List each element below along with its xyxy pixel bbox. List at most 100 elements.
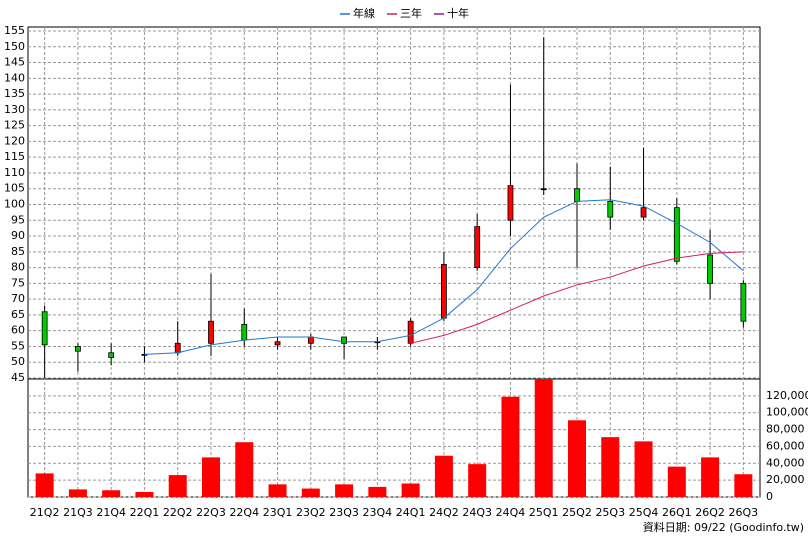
y-tick-label: 65	[11, 308, 25, 321]
x-tick-label: 25Q1	[529, 506, 559, 519]
volume-bar	[634, 441, 653, 497]
y-tick-label: 150	[4, 40, 25, 53]
volume-bar	[434, 455, 453, 497]
y-tick-label: 135	[4, 87, 25, 100]
candle-body	[540, 188, 547, 191]
candle-body	[441, 264, 447, 319]
candle-body	[474, 226, 481, 268]
y-tick-label: 130	[4, 103, 25, 116]
footer-note: 資料日期: 09/22 (Goodinfo.tw)	[643, 520, 804, 534]
y-tick-label: 85	[11, 245, 25, 258]
volume-bar	[701, 457, 720, 497]
x-tick-label: 23Q4	[363, 506, 393, 519]
candle-body	[274, 341, 281, 346]
volume-bar	[102, 490, 121, 497]
x-tick-label: 22Q3	[196, 506, 226, 519]
volume-bar	[368, 486, 387, 497]
volume-bar	[568, 420, 586, 497]
volume-bar	[335, 484, 354, 497]
y-tick-label: 60	[11, 324, 25, 337]
volume-bar	[268, 484, 287, 497]
x-tick-label: 25Q4	[629, 506, 659, 519]
volume-bar	[667, 466, 686, 497]
y-tick-label: 40,000	[766, 456, 805, 469]
x-tick-label: 24Q1	[396, 506, 426, 519]
x-tick-label: 26Q3	[729, 506, 759, 519]
y-tick-label: 110	[4, 166, 25, 179]
volume-bar	[534, 379, 553, 497]
y-tick-label: 70	[11, 292, 25, 305]
y-tick-label: 75	[11, 276, 25, 289]
x-tick-label: 25Q2	[562, 506, 592, 519]
candle-body	[307, 336, 314, 344]
y-tick-label: 90	[11, 229, 25, 242]
x-tick-label: 23Q2	[296, 506, 326, 519]
line-series	[144, 199, 744, 355]
candle-body	[673, 207, 680, 262]
x-tick-label: 26Q1	[662, 506, 692, 519]
y-tick-label: 140	[4, 71, 25, 84]
x-tick-label: 24Q4	[496, 506, 526, 519]
y-tick-label: 50	[11, 355, 25, 368]
y-tick-label: 80,000	[766, 423, 805, 436]
candle-body	[640, 207, 647, 218]
candle-body	[507, 185, 514, 221]
candle-body	[208, 320, 214, 344]
y-tick-label: 105	[4, 182, 25, 195]
y-tick-label: 0	[766, 490, 773, 503]
volume-bar	[468, 464, 487, 497]
x-tick-label: 24Q3	[462, 506, 492, 519]
legend-label: 三年	[400, 6, 422, 20]
y-tick-label: 155	[4, 24, 25, 37]
volume-bar	[734, 474, 753, 497]
y-tick-label: 145	[4, 56, 25, 69]
x-tick-label: 21Q3	[63, 506, 93, 519]
candle-body	[341, 336, 347, 344]
y-tick-label: 120	[4, 134, 25, 147]
x-tick-label: 25Q3	[595, 506, 625, 519]
plot-frame	[27, 26, 761, 498]
volume-bar	[501, 396, 520, 497]
legend-label: 十年	[447, 6, 469, 20]
y-tick-label: 100	[4, 198, 25, 211]
volume-bar	[202, 457, 220, 497]
volume-bar	[68, 489, 87, 497]
y-tick-label: 115	[4, 150, 25, 163]
volume-bar	[301, 488, 320, 497]
y-tick-label: 20,000	[766, 473, 805, 486]
volume-bar	[235, 442, 254, 497]
candle-body	[607, 200, 614, 218]
x-tick-label: 26Q2	[695, 506, 725, 519]
volume-bar	[135, 491, 154, 497]
y-tick-label: 55	[11, 339, 25, 352]
candle-body	[241, 323, 248, 341]
candle-body	[407, 320, 414, 344]
candle-body	[108, 352, 115, 358]
candle-body	[174, 342, 181, 354]
candle-body	[75, 346, 81, 352]
y-tick-label: 100,000	[766, 406, 808, 419]
candle-body	[574, 188, 580, 202]
volume-bar	[601, 437, 620, 497]
legend-label: 年線	[353, 6, 375, 20]
x-tick-label: 23Q1	[263, 506, 293, 519]
y-tick-label: 95	[11, 213, 25, 226]
line-series	[410, 251, 744, 344]
candle-body	[41, 311, 48, 346]
volume-bar	[35, 473, 54, 497]
x-tick-label: 22Q4	[229, 506, 259, 519]
y-tick-label: 45	[11, 371, 25, 384]
candle-body	[707, 254, 713, 284]
y-tick-label: 120,000	[766, 389, 808, 402]
x-tick-label: 22Q1	[130, 506, 160, 519]
x-tick-label: 23Q3	[329, 506, 359, 519]
y-tick-label: 80	[11, 261, 25, 274]
x-tick-label: 21Q4	[96, 506, 126, 519]
x-tick-label: 24Q2	[429, 506, 459, 519]
x-tick-label: 22Q2	[163, 506, 193, 519]
y-tick-label: 125	[4, 119, 25, 132]
volume-bar	[168, 475, 187, 497]
candle-body	[740, 282, 747, 322]
volume-bar	[401, 483, 420, 497]
